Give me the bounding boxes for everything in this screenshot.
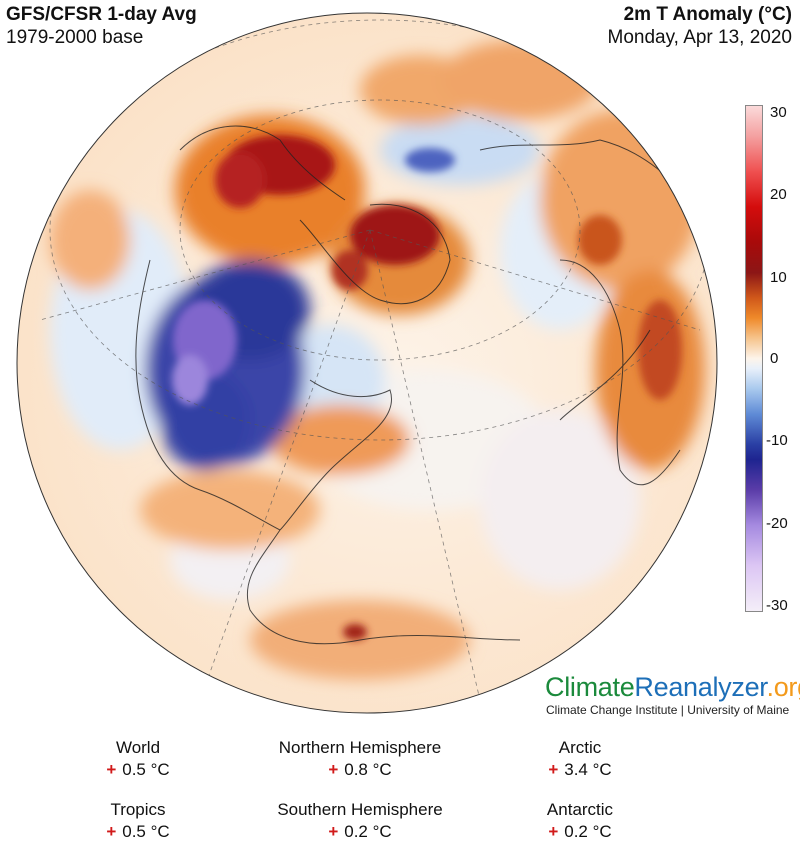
coastlines xyxy=(135,125,701,645)
stat-region: Southern Hemisphere xyxy=(277,800,443,819)
brand-part-reanalyzer: Reanalyzer xyxy=(634,672,767,702)
stat-sign: + xyxy=(106,822,117,841)
colorbar-tick-neg30: -30 xyxy=(766,597,788,614)
stat-sign: + xyxy=(328,760,339,779)
stat-sign: + xyxy=(548,822,559,841)
globe-outline xyxy=(16,12,718,714)
map-variable: 2m T Anomaly (°C) xyxy=(623,4,792,25)
header-left: GFS/CFSR 1-day Avg 1979-2000 base xyxy=(6,3,197,49)
brand-part-org: .org xyxy=(766,672,800,702)
colorbar-tick-30: 30 xyxy=(770,104,787,121)
map-date: Monday, Apr 13, 2020 xyxy=(607,27,793,48)
stat-sign: + xyxy=(328,822,339,841)
stat-region: Northern Hemisphere xyxy=(278,738,442,757)
stat-value: 3.4 °C xyxy=(564,760,612,779)
stat-region: Antarctic xyxy=(546,800,614,819)
stat-sign: + xyxy=(548,760,559,779)
anomaly-extremes xyxy=(172,135,682,640)
brand-subtitle: Climate Change Institute | University of… xyxy=(546,703,790,717)
globe-disc xyxy=(17,13,717,713)
colorbar-tick-20: 20 xyxy=(770,186,787,203)
brand-part-climate: Climate xyxy=(545,672,635,702)
brand-logo[interactable]: ClimateReanalyzer.org xyxy=(545,672,800,702)
stat-value: 0.2 °C xyxy=(564,822,612,841)
map-base-period: 1979-2000 base xyxy=(6,27,144,48)
colorbar-tick-neg10: -10 xyxy=(766,432,788,449)
stat-value: 0.5 °C xyxy=(122,760,170,779)
header-right: 2m T Anomaly (°C) Monday, Apr 13, 2020 xyxy=(608,3,793,49)
colorbar-tick-0: 0 xyxy=(770,350,779,367)
stat-antarctic: Antarctic +0.2 °C xyxy=(450,799,710,843)
stat-value: 0.8 °C xyxy=(344,760,392,779)
map-title: GFS/CFSR 1-day Avg xyxy=(6,4,197,25)
stat-sign: + xyxy=(106,760,117,779)
stat-value: 0.5 °C xyxy=(122,822,170,841)
stat-region: World xyxy=(115,738,161,757)
stat-region: Arctic xyxy=(558,738,602,757)
stat-world: World +0.5 °C xyxy=(8,737,268,781)
colorbar xyxy=(745,105,763,612)
colorbar-tick-neg20: -20 xyxy=(766,515,788,532)
colorbar-tick-10: 10 xyxy=(770,269,787,286)
stat-arctic: Arctic +3.4 °C xyxy=(450,737,710,781)
stat-tropics: Tropics +0.5 °C xyxy=(8,799,268,843)
stat-northern-hemisphere: Northern Hemisphere +0.8 °C xyxy=(230,737,490,781)
stat-southern-hemisphere: Southern Hemisphere +0.2 °C xyxy=(230,799,490,843)
stat-value: 0.2 °C xyxy=(344,822,392,841)
stat-region: Tropics xyxy=(110,800,166,819)
